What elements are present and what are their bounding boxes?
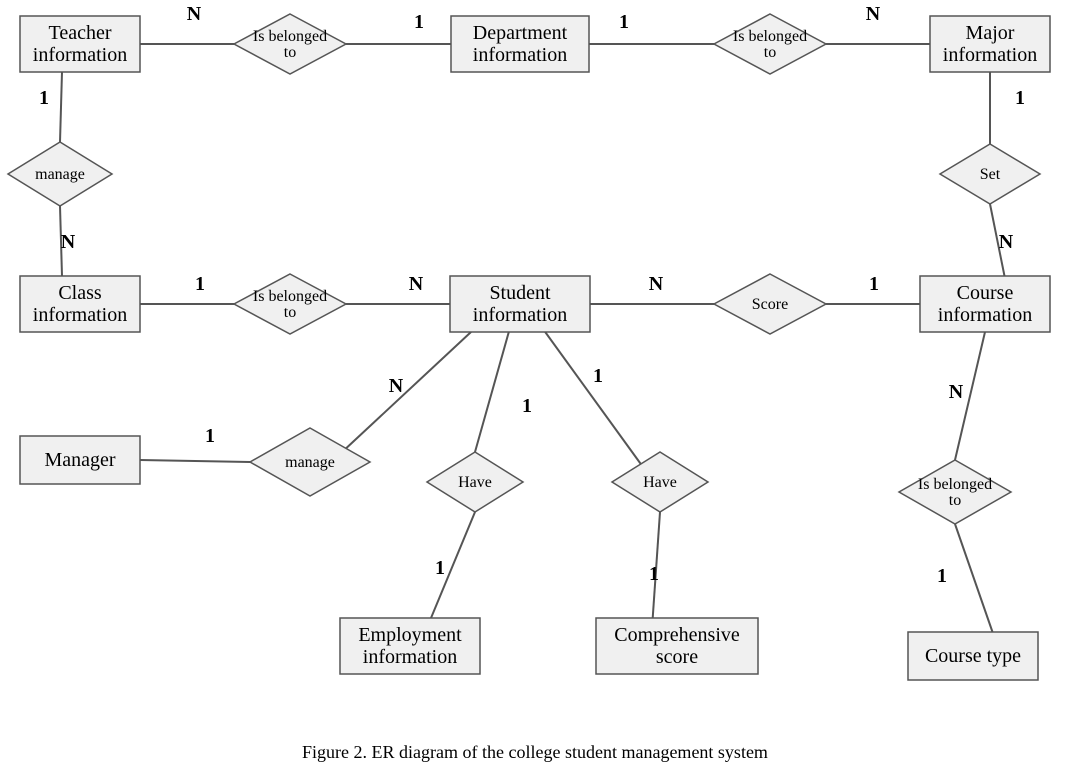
- entity-class-label: Class: [58, 282, 102, 304]
- edges-layer: [60, 44, 1005, 632]
- relationship-r_teacher_dept-label: to: [284, 44, 296, 61]
- entity-comprehensive-label: score: [656, 646, 698, 668]
- entities-layer: TeacherinformationDepartmentinformationM…: [20, 16, 1050, 680]
- entity-teacher-label: information: [33, 44, 127, 66]
- cardinality: 1: [869, 273, 879, 295]
- entity-employment-label: Employment: [358, 624, 462, 646]
- figure-caption: Figure 2. ER diagram of the college stud…: [302, 742, 768, 762]
- cardinality: 1: [937, 565, 947, 587]
- cardinality: 1: [205, 425, 215, 447]
- cardinality: 1: [522, 395, 532, 417]
- entity-department-label: information: [473, 44, 567, 66]
- relationship-r_score-label: Score: [752, 296, 788, 313]
- relationship-r_teacher_dept-label: Is belonged: [253, 28, 327, 45]
- cardinality: N: [61, 231, 76, 253]
- relationship-r_manage_student-label: manage: [285, 454, 335, 471]
- relationship-r_class_student-label: Is belonged: [253, 288, 327, 305]
- cardinality: 1: [649, 563, 659, 585]
- cardinality: 1: [435, 557, 445, 579]
- relationship-r_course_type-label: Is belonged: [918, 476, 992, 493]
- edge: [475, 332, 509, 452]
- edge: [346, 332, 471, 448]
- edge: [545, 332, 641, 464]
- entity-major-label: information: [943, 44, 1037, 66]
- cardinality: N: [649, 273, 664, 295]
- cardinality: N: [187, 3, 202, 25]
- entity-department-label: Department: [473, 22, 568, 44]
- cardinality: 1: [195, 273, 205, 295]
- entity-student-label: Student: [489, 282, 551, 304]
- relationship-r_manage_class-label: manage: [35, 166, 85, 183]
- cardinality: N: [389, 375, 404, 397]
- entity-coursetype-label: Course type: [925, 645, 1021, 667]
- cardinality: 1: [619, 11, 629, 33]
- entity-teacher-label: Teacher: [49, 22, 112, 44]
- entity-student-label: information: [473, 304, 567, 326]
- cardinality: 1: [1015, 87, 1025, 109]
- cardinality: 1: [414, 11, 424, 33]
- entity-employment-label: information: [363, 646, 457, 668]
- relationship-r_have_emp-label: Have: [458, 474, 492, 491]
- entity-class-label: information: [33, 304, 127, 326]
- cardinality: N: [999, 231, 1014, 253]
- entity-comprehensive-label: Comprehensive: [614, 624, 740, 646]
- cardinality: 1: [39, 87, 49, 109]
- relationship-r_course_type-label: to: [949, 492, 961, 509]
- edge: [140, 460, 250, 462]
- relationship-r_class_student-label: to: [284, 304, 296, 321]
- relationship-r_set_course-label: Set: [980, 166, 1001, 183]
- edge: [955, 524, 993, 632]
- entity-course-label: Course: [957, 282, 1014, 304]
- cardinality: N: [949, 381, 964, 403]
- er-diagram: TeacherinformationDepartmentinformationM…: [0, 0, 1070, 774]
- entity-major-label: Major: [966, 22, 1015, 44]
- cardinality: N: [409, 273, 424, 295]
- relationship-r_dept_major-label: to: [764, 44, 776, 61]
- cardinality: N: [866, 3, 881, 25]
- relationships-layer: Is belongedtoIs belongedtomanageSetIs be…: [8, 14, 1040, 524]
- entity-course-label: information: [938, 304, 1032, 326]
- edge: [60, 72, 62, 142]
- entity-manager-label: Manager: [44, 449, 115, 471]
- relationship-r_have_comp-label: Have: [643, 474, 677, 491]
- relationship-r_dept_major-label: Is belonged: [733, 28, 807, 45]
- cardinality: 1: [593, 365, 603, 387]
